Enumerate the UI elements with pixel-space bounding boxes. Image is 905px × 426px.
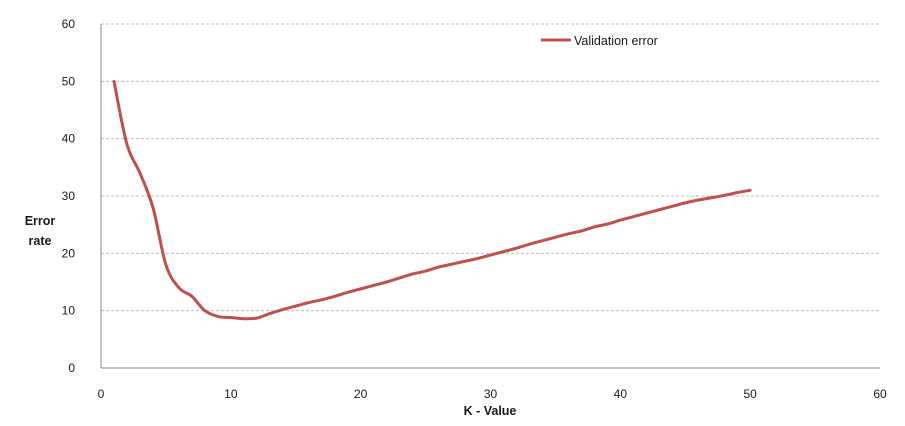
x-tick-label-50: 50	[743, 387, 757, 401]
y-tick-label-10: 10	[62, 304, 76, 318]
x-tick-label-40: 40	[614, 387, 628, 401]
y-axis-title-line-1: Error	[25, 214, 56, 228]
y-tick-labels: 0 10 20 30 40 50 60	[62, 17, 76, 375]
x-axis-title: K - Value	[464, 404, 517, 418]
legend: Validation error	[541, 34, 658, 48]
x-tick-label-60: 60	[873, 387, 887, 401]
y-tick-label-50: 50	[62, 74, 76, 88]
x-tick-label-20: 20	[354, 387, 368, 401]
y-axis-title-line-2: rate	[29, 234, 52, 248]
y-tick-label-20: 20	[62, 246, 76, 260]
series-line-validation-error	[112, 79, 752, 321]
x-tick-label-10: 10	[224, 387, 238, 401]
y-tick-label-60: 60	[62, 17, 76, 31]
x-tick-label-30: 30	[484, 387, 498, 401]
x-tick-label-0: 0	[98, 387, 105, 401]
series-lines	[112, 79, 752, 321]
y-tick-label-30: 30	[62, 189, 76, 203]
y-tick-label-40: 40	[62, 132, 76, 146]
legend-label-validation-error: Validation error	[574, 34, 658, 48]
y-tick-label-0: 0	[68, 361, 75, 375]
x-tick-labels: 0 10 20 30 40 50 60	[98, 387, 887, 401]
